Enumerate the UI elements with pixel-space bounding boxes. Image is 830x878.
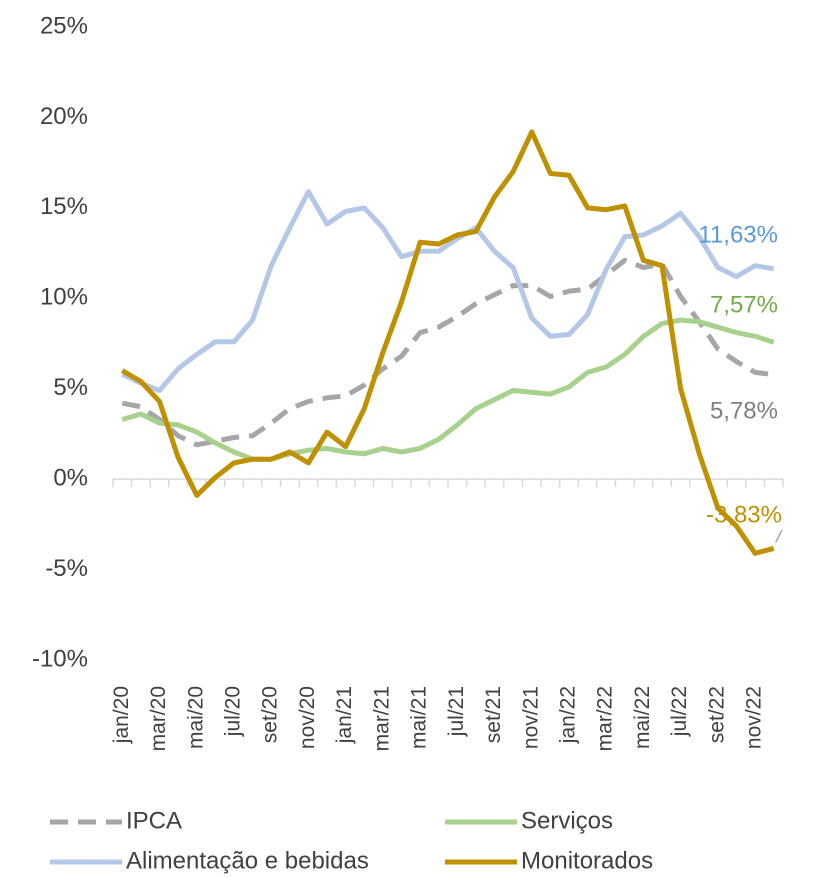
legend-item: Alimentação e bebidas	[50, 847, 369, 874]
data-label: 7,57%	[710, 291, 778, 318]
data-label: -3,83%	[706, 501, 782, 528]
legend-label: IPCA	[126, 807, 182, 834]
x-tick-label: nov/20	[296, 686, 319, 749]
data-label: 5,78%	[710, 397, 778, 424]
y-tick-label: -10%	[32, 645, 88, 672]
legend-item: Monitorados	[445, 847, 653, 874]
leader-line	[775, 529, 783, 543]
x-tick-label: jan/20	[110, 686, 133, 744]
x-tick-label: mai/22	[631, 686, 654, 749]
x-tick-label: jul/21	[445, 686, 468, 737]
x-tick-label: mar/21	[370, 686, 393, 751]
y-tick-label: 20%	[40, 103, 88, 130]
x-tick-label: nov/21	[519, 686, 542, 749]
legend-item: Serviços	[445, 807, 613, 834]
series-line	[121, 189, 775, 393]
x-tick-label: set/20	[259, 686, 282, 743]
series-line	[121, 317, 775, 462]
legend-label: Serviços	[521, 807, 613, 834]
y-tick-label: 15%	[40, 193, 88, 220]
series-line	[121, 129, 775, 556]
y-tick-label: 0%	[53, 464, 88, 491]
x-tick-label: mai/20	[184, 686, 207, 749]
legend-label: Monitorados	[521, 847, 653, 874]
legend-item: IPCA	[50, 807, 182, 834]
y-tick-label: 5%	[53, 374, 88, 401]
x-tick-label: jul/22	[668, 686, 691, 737]
series-line	[121, 257, 774, 448]
x-tick-label: set/21	[482, 686, 505, 743]
x-tick-label: mar/20	[147, 686, 170, 751]
x-tick-label: jul/20	[222, 686, 245, 737]
x-tick-label: mai/21	[408, 686, 431, 749]
y-tick-label: 10%	[40, 284, 88, 311]
data-label: 11,63%	[698, 221, 778, 248]
y-tick-label: -5%	[45, 555, 88, 582]
legend-label: Alimentação e bebidas	[126, 847, 369, 874]
x-tick-label: jan/21	[333, 686, 356, 744]
x-tick-label: mar/22	[594, 686, 617, 751]
x-tick-label: set/22	[705, 686, 728, 743]
y-tick-label: 25%	[40, 12, 88, 39]
x-tick-label: nov/22	[743, 686, 766, 749]
x-tick-label: jan/22	[557, 686, 580, 744]
